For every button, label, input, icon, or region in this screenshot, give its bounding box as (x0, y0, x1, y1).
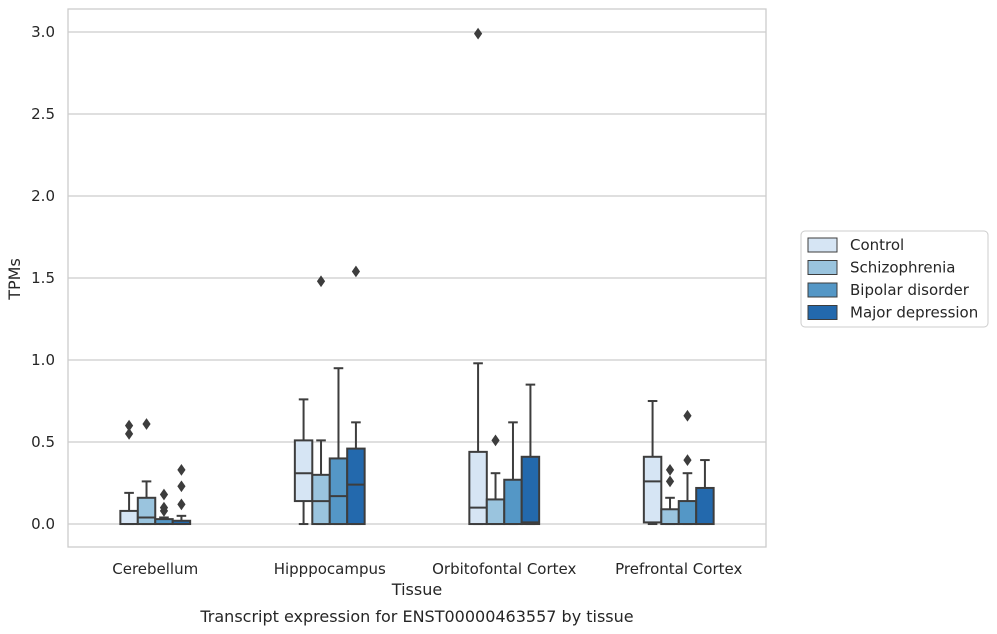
box-control (642, 400, 663, 526)
y-tick-label: 1.5 (31, 269, 55, 287)
grid-lines (68, 31, 766, 525)
box-iqr (136, 496, 157, 526)
outlier-marker (177, 480, 186, 493)
box-iqr (311, 473, 331, 526)
box-groups (119, 27, 715, 526)
y-tick-label: 0.5 (31, 433, 55, 451)
legend-swatch (807, 237, 838, 253)
legend-item: Control (807, 236, 904, 254)
box-iqr (520, 455, 541, 526)
legend-swatch (807, 260, 838, 275)
outlier-marker (473, 27, 483, 40)
outlier-marker (316, 275, 326, 288)
box-iqr (119, 509, 139, 526)
box-schizophrenia (311, 275, 331, 526)
box-iqr (695, 486, 715, 526)
legend-swatch (807, 305, 838, 320)
legend: Control Schizophrenia Bipolar disorder Majo… (800, 230, 989, 328)
box-major-depression (695, 459, 715, 526)
legend-item: Bipolar disorder (807, 281, 970, 299)
outlier-marker (124, 427, 134, 440)
outlier-marker (177, 498, 186, 511)
outlier-marker (177, 464, 186, 476)
box-major-depression (520, 383, 541, 526)
outlier-marker (142, 418, 151, 430)
plot-frame (67, 8, 767, 548)
box-iqr (660, 508, 680, 526)
x-tick-label: Prefrontal Cortex (615, 560, 742, 578)
legend-label: Major depression (850, 304, 978, 322)
legend-label: Control (850, 236, 904, 254)
outlier-marker (159, 501, 169, 514)
x-tick-labels: Cerebellum Hipppocampus Orbitofontal Corte… (112, 560, 742, 578)
y-axis-label: TPMs (5, 258, 24, 301)
y-tick-label: 3.0 (31, 23, 55, 41)
outlier-marker (159, 488, 169, 501)
box-iqr (485, 498, 506, 526)
box-bipolar-disorder (154, 488, 174, 526)
box-iqr (642, 455, 663, 524)
box-iqr (468, 450, 488, 526)
box-bipolar-disorder (677, 409, 698, 526)
x-tick-label: Orbitofontal Cortex (432, 560, 576, 578)
outlier-marker (683, 409, 692, 422)
box-bipolar-disorder (503, 421, 523, 526)
box-schizophrenia (136, 418, 157, 526)
chart-caption: Transcript expression for ENST0000046355… (199, 607, 633, 626)
box-iqr (346, 447, 366, 526)
x-tick-label: Cerebellum (112, 560, 198, 578)
outlier-marker (491, 434, 500, 447)
outlier-marker (665, 475, 675, 488)
outlier-marker (124, 419, 134, 432)
y-tick-label: 2.5 (31, 105, 55, 123)
legend-label: Schizophrenia (850, 259, 955, 277)
box-major-depression (171, 464, 192, 526)
legend-item: Major depression (807, 304, 978, 322)
box-iqr (503, 478, 523, 526)
box-bipolar-disorder (328, 367, 349, 526)
box-control (468, 27, 488, 526)
outlier-marker (351, 265, 361, 278)
x-axis-label: Tissue (391, 580, 442, 599)
legend-swatch (807, 282, 838, 298)
outlier-marker (683, 454, 692, 466)
y-tick-label: 1.0 (31, 351, 55, 369)
box-iqr (293, 439, 314, 503)
outlier-marker (665, 464, 675, 476)
box-schizophrenia (485, 434, 506, 526)
box-control (293, 398, 314, 526)
y-tick-labels: 0.0 0.5 1.0 1.5 2.0 2.5 3.0 (31, 23, 55, 533)
legend-item: Schizophrenia (807, 259, 955, 277)
y-tick-label: 2.0 (31, 187, 55, 205)
x-tick-label: Hipppocampus (274, 560, 386, 578)
legend-frame (800, 230, 989, 328)
box-major-depression (346, 265, 366, 526)
box-iqr (328, 457, 349, 526)
box-iqr (677, 500, 698, 526)
box-schizophrenia (660, 464, 680, 526)
box-control (119, 419, 139, 526)
y-tick-label: 0.0 (31, 515, 55, 533)
legend-label: Bipolar disorder (850, 281, 970, 299)
